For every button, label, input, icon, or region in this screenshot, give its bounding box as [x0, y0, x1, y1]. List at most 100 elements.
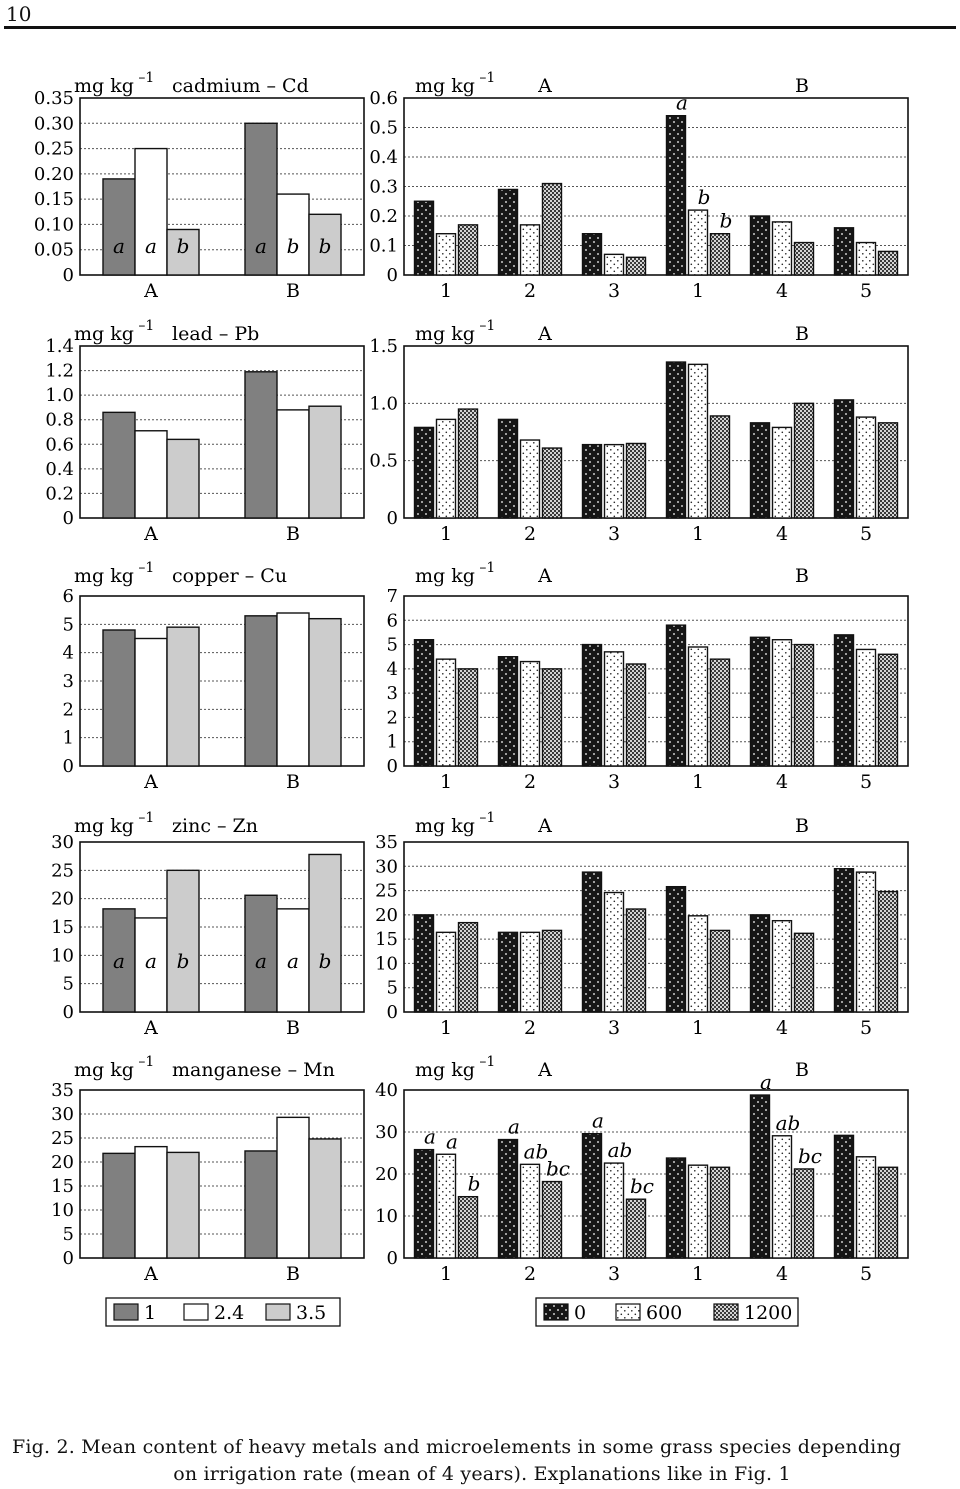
bar-1-1200 — [709, 1166, 731, 1259]
y-tick-label: 0 — [63, 265, 74, 286]
chart-8: 0 5 10 15 20 25 30 35 mg kg –1 A B 1 2 3 1 4 5 — [375, 810, 909, 1039]
bar-1-0 — [665, 114, 687, 276]
bar-2-1200 — [541, 182, 563, 276]
unit-label: mg kg –1 — [74, 810, 154, 837]
legend-label: 1 — [144, 1302, 156, 1324]
y-tick-label: 10 — [375, 1206, 398, 1227]
x-tick-label: B — [286, 280, 300, 302]
y-tick-label: 35 — [51, 1080, 74, 1101]
bar-2-1200 — [541, 447, 563, 519]
bar-2-1200 — [541, 668, 563, 767]
y-tick-label: 10 — [51, 1200, 74, 1221]
y-tick-label: 5 — [387, 635, 398, 656]
bar-B-3.5 — [308, 213, 342, 276]
x-tick-label: 3 — [608, 280, 620, 302]
bar-1-0 — [413, 200, 435, 276]
x-tick-label: 3 — [608, 771, 620, 793]
bar-3-0 — [581, 871, 603, 1013]
significance-letter: bc — [798, 1144, 822, 1168]
unit-label: mg kg –1 — [415, 70, 495, 97]
y-tick-label: 0 — [63, 508, 74, 529]
y-tick-label: 30 — [51, 1104, 74, 1125]
bar-4-1200 — [793, 1168, 815, 1259]
y-tick-label: 15 — [51, 917, 74, 938]
x-tick-label: 1 — [440, 771, 452, 793]
significance-letter: a — [287, 949, 299, 973]
x-tick-label: 2 — [524, 1263, 536, 1285]
x-tick-label: A — [143, 280, 158, 302]
element-title: copper – Cu — [172, 565, 287, 587]
bar-A-3.5 — [166, 438, 200, 519]
y-tick-label: 0.20 — [34, 164, 74, 185]
x-tick-label: 2 — [524, 523, 536, 545]
bar-4-600 — [771, 919, 793, 1013]
bar-2-0 — [497, 931, 519, 1013]
element-title: cadmium – Cd — [172, 75, 309, 97]
bar-5-600 — [855, 241, 877, 276]
significance-letter: a — [592, 1109, 604, 1133]
x-tick-label: 5 — [860, 523, 872, 545]
element-title: lead – Pb — [172, 323, 259, 345]
group-label: B — [795, 75, 809, 97]
bar-4-600 — [771, 426, 793, 519]
significance-letter: a — [508, 1115, 520, 1139]
x-tick-label: 3 — [608, 523, 620, 545]
unit-exponent: –1 — [475, 1054, 495, 1070]
bar-1-0 — [665, 885, 687, 1013]
y-tick-label: 15 — [51, 1176, 74, 1197]
significance-letter: a — [113, 949, 125, 973]
bar-3-600 — [603, 891, 625, 1013]
unit-label: mg kg –1 — [74, 70, 154, 97]
y-tick-label: 0 — [387, 265, 398, 286]
y-tick-label: 3 — [63, 671, 74, 692]
y-tick-label: 35 — [375, 832, 398, 853]
significance-letter: a — [255, 949, 267, 973]
bar-B-3.5 — [308, 617, 342, 767]
bar-1-0 — [413, 1148, 435, 1259]
x-tick-label: A — [143, 1017, 158, 1039]
chart-4: 0 0.5 1.0 1.5 mg kg –1 A B 1 2 3 1 4 5 — [369, 318, 909, 545]
bar-2-1200 — [541, 929, 563, 1013]
bar-3-0 — [581, 232, 603, 276]
y-tick-label: 5 — [63, 974, 74, 995]
y-tick-label: 4 — [63, 643, 74, 664]
y-tick-label: 0.05 — [34, 240, 74, 261]
unit-exponent: –1 — [475, 560, 495, 576]
bar-B-2.4 — [276, 612, 310, 767]
bar-1-1200 — [709, 658, 731, 767]
x-tick-label: 5 — [860, 771, 872, 793]
y-tick-label: 2 — [387, 707, 398, 728]
x-tick-label: 4 — [776, 1263, 788, 1285]
x-tick-label: 4 — [776, 280, 788, 302]
y-tick-label: 0 — [387, 1002, 398, 1023]
bar-B-1 — [244, 371, 278, 519]
significance-letter: a — [113, 234, 125, 258]
bar-3-600 — [603, 443, 625, 519]
legend-label: 3.5 — [296, 1302, 326, 1324]
unit-exponent: –1 — [134, 1054, 154, 1070]
legend-label: 600 — [646, 1302, 682, 1324]
y-tick-label: 6 — [387, 610, 398, 631]
significance-letter: a — [145, 234, 157, 258]
bar-A-2.4 — [134, 147, 168, 276]
bar-4-1200 — [793, 643, 815, 767]
bar-A-3.5 — [166, 626, 200, 767]
y-tick-label: 20 — [375, 1164, 398, 1185]
bar-A-2.4 — [134, 637, 168, 767]
group-label: B — [795, 1059, 809, 1081]
bar-B-1 — [244, 615, 278, 767]
y-tick-label: 20 — [51, 889, 74, 910]
bar-5-0 — [833, 1134, 855, 1259]
x-tick-label: B — [286, 1263, 300, 1285]
y-tick-label: 1 — [63, 728, 74, 749]
bar-3-0 — [581, 1132, 603, 1259]
significance-letter: b — [177, 949, 190, 973]
bar-5-600 — [855, 416, 877, 519]
bar-B-1 — [244, 1150, 278, 1259]
x-tick-label: A — [143, 1263, 158, 1285]
y-tick-label: 20 — [375, 905, 398, 926]
bar-1-600 — [687, 915, 709, 1013]
